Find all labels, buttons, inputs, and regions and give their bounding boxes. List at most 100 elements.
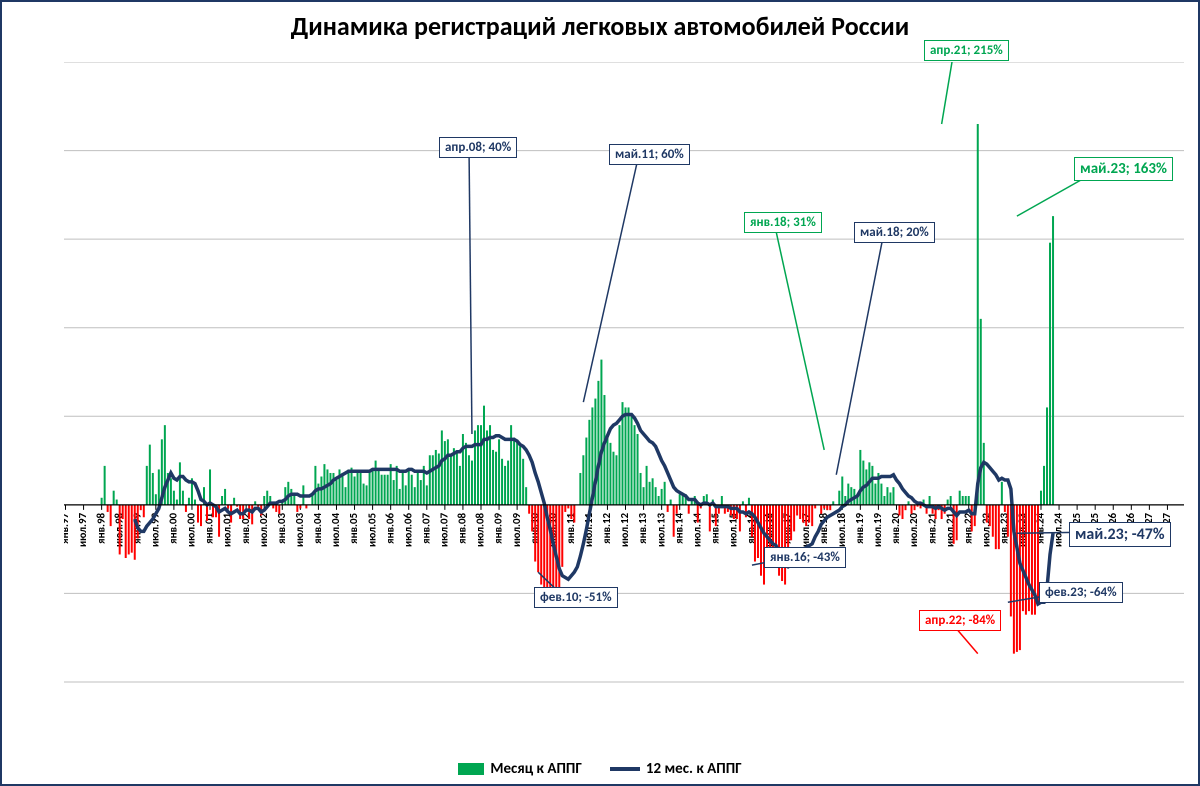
legend-item-bar: Месяц к АППГ: [458, 760, 582, 778]
bar: [826, 505, 828, 510]
annotation: янв.18; 31%: [744, 212, 822, 233]
svg-text:июл.97: июл.97: [76, 512, 89, 547]
bar: [182, 491, 184, 505]
bar: [275, 505, 277, 512]
bar: [962, 496, 964, 505]
svg-text:июл.04: июл.04: [329, 512, 342, 547]
bar: [471, 461, 473, 505]
legend-label-bar: Месяц к АППГ: [490, 760, 582, 778]
bar: [751, 505, 753, 537]
bar: [585, 438, 587, 505]
svg-text:июл.08: июл.08: [474, 512, 487, 547]
bar: [459, 466, 461, 505]
bar: [480, 425, 482, 505]
bar: [631, 416, 633, 505]
bar: [808, 505, 810, 523]
bar: [224, 489, 226, 505]
bar: [149, 445, 151, 505]
bar: [637, 434, 639, 505]
bar: [820, 505, 822, 514]
plot-area: -100%-50%0%50%100%150%200%250%янв.97июл.…: [64, 62, 1184, 682]
bar: [507, 461, 509, 505]
bar: [790, 505, 792, 540]
bar: [1052, 216, 1054, 505]
svg-text:июл.05: июл.05: [365, 512, 378, 547]
bar: [998, 505, 1000, 549]
bar: [284, 487, 286, 505]
bar: [886, 487, 888, 505]
svg-text:июл.19: июл.19: [871, 512, 884, 547]
bar: [968, 496, 970, 505]
bar: [278, 505, 280, 514]
bar: [345, 487, 347, 505]
bar: [1019, 505, 1021, 650]
bar: [417, 471, 419, 505]
bar: [570, 505, 572, 519]
bar: [465, 443, 467, 505]
bar: [113, 491, 115, 505]
svg-text:июл.13: июл.13: [654, 512, 667, 547]
bar: [209, 469, 211, 504]
bar: [492, 450, 494, 505]
bar: [811, 505, 813, 526]
bar: [841, 477, 843, 505]
bar: [432, 455, 434, 505]
bar: [850, 487, 852, 505]
bar: [317, 484, 319, 505]
bar: [101, 498, 103, 505]
bar: [513, 438, 515, 505]
bar: [179, 462, 181, 505]
svg-text:янв.20: янв.20: [889, 512, 902, 543]
bar: [462, 434, 464, 505]
svg-text:июл.09: июл.09: [510, 512, 523, 547]
bar: [188, 498, 190, 505]
bar: [600, 360, 602, 505]
bar: [983, 443, 985, 505]
bar: [363, 484, 365, 505]
bar: [314, 466, 316, 505]
bar: [754, 505, 756, 562]
bar: [1049, 243, 1051, 505]
svg-text:янв.07: янв.07: [419, 512, 432, 543]
bar: [883, 496, 885, 505]
bar: [615, 455, 617, 505]
bar: [561, 505, 563, 567]
bar: [341, 473, 343, 505]
bar: [667, 505, 669, 512]
legend-swatch-bar: [458, 763, 484, 775]
svg-text:янв.09: янв.09: [492, 512, 505, 543]
bar: [519, 446, 521, 504]
bar: [399, 489, 401, 505]
bar: [477, 425, 479, 505]
bar: [862, 461, 864, 505]
bar: [176, 500, 178, 505]
bar: [781, 505, 783, 581]
svg-text:июл.18: июл.18: [835, 512, 848, 547]
bar: [929, 496, 931, 505]
annotation: апр.08; 40%: [439, 137, 517, 158]
bar: [676, 505, 678, 514]
annotation: май.18; 20%: [854, 222, 935, 243]
bar: [402, 473, 404, 505]
bar: [360, 473, 362, 505]
bar: [122, 505, 124, 519]
legend-swatch-line: [610, 767, 640, 771]
bar: [709, 505, 711, 532]
bar: [263, 496, 265, 505]
bar: [483, 406, 485, 505]
bar: [679, 494, 681, 505]
chart-svg: -100%-50%0%50%100%150%200%250%янв.97июл.…: [64, 62, 1184, 762]
bar: [474, 430, 476, 504]
bar: [351, 468, 353, 505]
bar: [143, 505, 145, 517]
bar: [628, 407, 630, 504]
bar: [140, 505, 142, 510]
bar: [501, 459, 503, 505]
bar: [697, 505, 699, 523]
svg-text:янв.08: янв.08: [456, 512, 469, 543]
bar: [441, 430, 443, 504]
bar: [959, 491, 961, 505]
bar: [661, 489, 663, 505]
bar: [579, 473, 581, 505]
bar: [573, 505, 575, 523]
